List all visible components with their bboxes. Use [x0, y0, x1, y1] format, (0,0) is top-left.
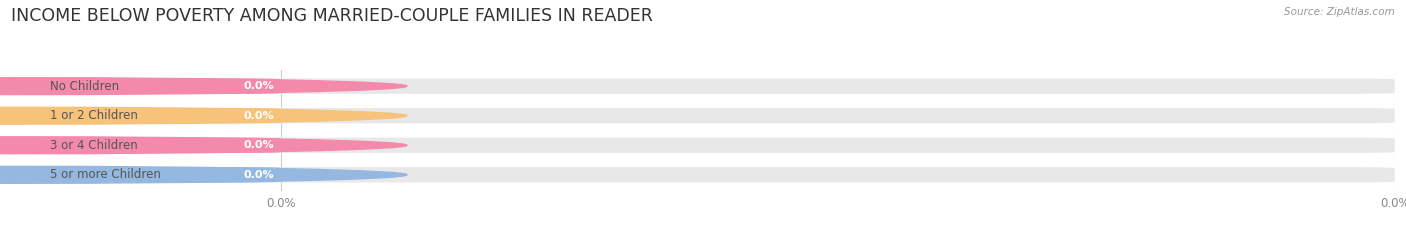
Text: 5 or more Children: 5 or more Children [51, 168, 160, 181]
Text: 0.0%: 0.0% [243, 170, 274, 180]
FancyBboxPatch shape [11, 137, 281, 153]
Text: 0.0%: 0.0% [243, 81, 274, 91]
Circle shape [0, 78, 406, 95]
FancyBboxPatch shape [11, 167, 281, 182]
Text: 3 or 4 Children: 3 or 4 Children [51, 139, 138, 152]
FancyBboxPatch shape [11, 137, 1395, 153]
FancyBboxPatch shape [11, 79, 1395, 94]
Circle shape [0, 166, 406, 183]
Circle shape [0, 137, 406, 154]
Text: 0.0%: 0.0% [243, 111, 274, 121]
FancyBboxPatch shape [11, 167, 1395, 182]
Text: 0.0%: 0.0% [243, 140, 274, 150]
FancyBboxPatch shape [11, 79, 281, 94]
Text: 1 or 2 Children: 1 or 2 Children [51, 109, 138, 122]
Text: Source: ZipAtlas.com: Source: ZipAtlas.com [1284, 7, 1395, 17]
FancyBboxPatch shape [11, 108, 1395, 123]
Text: INCOME BELOW POVERTY AMONG MARRIED-COUPLE FAMILIES IN READER: INCOME BELOW POVERTY AMONG MARRIED-COUPL… [11, 7, 654, 25]
FancyBboxPatch shape [11, 108, 281, 123]
Text: No Children: No Children [51, 80, 120, 93]
Circle shape [0, 107, 406, 124]
